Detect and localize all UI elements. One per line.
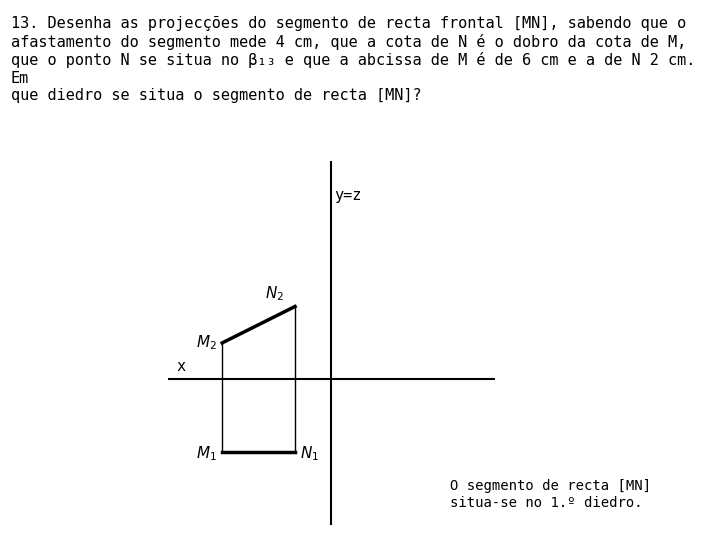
Text: x: x (176, 359, 186, 374)
Text: $N_1$: $N_1$ (300, 444, 320, 463)
Text: $N_2$: $N_2$ (265, 284, 284, 303)
Text: $M_2$: $M_2$ (196, 334, 217, 352)
Text: O segmento de recta [MN]
situa-se no 1.º diedro.: O segmento de recta [MN] situa-se no 1.º… (450, 480, 651, 510)
Text: 13. Desenha as projecções do segmento de recta frontal [MN], sabendo que o
afast: 13. Desenha as projecções do segmento de… (11, 16, 696, 103)
Text: y=z: y=z (334, 188, 361, 203)
Text: $M_1$: $M_1$ (196, 444, 217, 463)
